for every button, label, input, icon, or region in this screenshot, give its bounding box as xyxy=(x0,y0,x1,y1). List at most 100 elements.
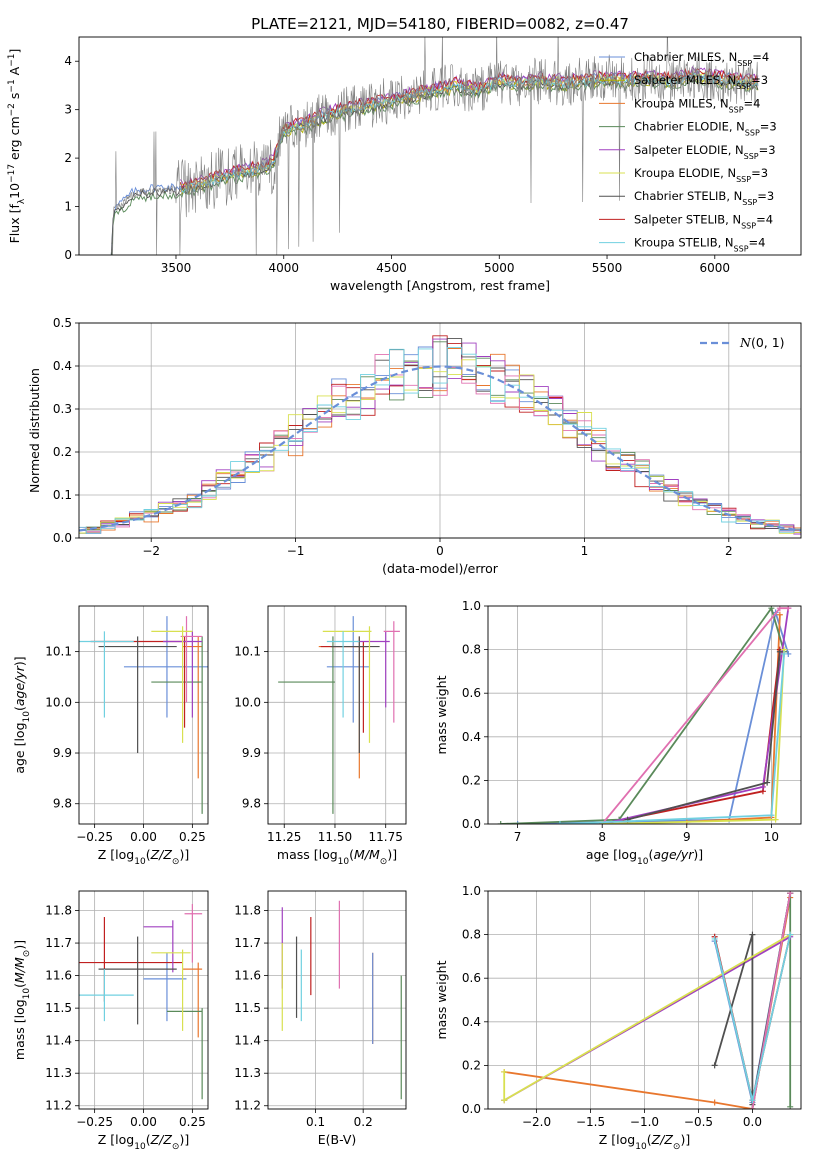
mass-weight-marker xyxy=(772,816,779,823)
legend-label-8: Salpeter STELIB, NSSP=4 xyxy=(634,212,773,230)
legend-label-normal: N(0, 1) xyxy=(739,335,785,350)
mass_weight_vs_age-xlabel-part: )] xyxy=(693,847,703,862)
mass-weight-marker xyxy=(711,1099,718,1106)
spectrum-xtick-label: 5500 xyxy=(592,261,623,275)
mass_vs_Z-ytick-label: 11.6 xyxy=(45,969,72,983)
age_vs_Z-ylabel-part: )] xyxy=(12,656,27,666)
mass-weight-marker xyxy=(759,783,766,790)
legend-label-value: =4 xyxy=(756,212,773,226)
mass_vs_Z-xlabel-part: ⊙ xyxy=(172,1142,180,1152)
mass_vs_Z-xlabel-part: Z/Z xyxy=(150,1132,173,1147)
spectrum-ytick-label: 0 xyxy=(64,248,72,262)
legend-label-7: Chabrier STELIB, NSSP=3 xyxy=(634,189,774,207)
mass_weight_vs_Z-xlabel-part: ( xyxy=(647,1132,652,1147)
residuals-frame xyxy=(78,322,802,539)
residuals-xtick-label: −1 xyxy=(287,544,305,558)
mass_vs_Z-xlabel: Z [log10(Z/Z⊙)] xyxy=(98,1132,189,1152)
mass-weight-marker xyxy=(776,648,783,655)
legend-label-text: Kroupa MILES, N xyxy=(634,96,729,110)
mass_weight_vs_age-xtick-label: 10 xyxy=(764,830,779,844)
age_vs_Z-xlabel: Z [log10(Z/Z⊙)] xyxy=(98,847,189,867)
legend-label-text: Kroupa ELODIE, N xyxy=(634,166,736,180)
age_vs_mass-ytick-label: 9.9 xyxy=(242,746,261,760)
mass_weight_vs_age-ytick-label: 0.4 xyxy=(462,730,481,744)
legend-label-sub: SSP xyxy=(745,128,760,137)
mass_vs_Z-xtick-label: 0.00 xyxy=(130,1115,157,1129)
age_vs_Z-xlabel-part: 10 xyxy=(134,857,146,867)
mass_weight_vs_Z-xlabel-part: 10 xyxy=(635,1142,647,1152)
chart-layer: 3500 4000 4500 5000 5500 6000 0 1 2 3 4 wavelength … xyxy=(7,36,802,1152)
spectrum-xtick-label: 6000 xyxy=(700,261,731,275)
mass_vs_Z-xtick-label: −0.25 xyxy=(76,1115,113,1129)
mass_vs_ebv-ytick-label: 11.4 xyxy=(234,1034,261,1048)
age_vs_mass-ytick-label: 10.0 xyxy=(234,695,261,709)
mass_vs_Z-ylabel-part: M/M xyxy=(12,957,27,983)
mass_weight_vs_Z-ytick-label: 0.2 xyxy=(462,1058,481,1072)
mass-weight-marker xyxy=(501,1097,508,1104)
legend-label-text: Chabrier STELIB, N xyxy=(634,189,742,203)
mass_weight_vs_age-ytick-label: 0.8 xyxy=(462,643,481,657)
spectrum-ylabel-part: erg cm xyxy=(7,116,22,164)
mass_vs_ebv-grid xyxy=(268,891,406,1109)
age_vs_Z-plot-area xyxy=(79,616,208,814)
residuals-ytick-label: 0.3 xyxy=(53,402,72,416)
residuals-ytick-label: 0.0 xyxy=(53,531,72,545)
mass_weight_vs_age-ytick-label: 0.0 xyxy=(462,817,481,831)
age_vs_Z-panel: −0.25 0.00 0.259.89.910.010.1Z [log10(Z/Z⊙… xyxy=(12,605,209,867)
legend-normal-symbol: N xyxy=(739,335,752,350)
mass-weight-marker xyxy=(776,611,783,618)
legend-label-text: Kroupa STELIB, N xyxy=(634,236,734,250)
mass_weight_vs_Z-xlabel-part: )] xyxy=(680,1132,690,1147)
spectrum-ytick-label: 2 xyxy=(64,151,72,165)
age_vs_mass-xlabel-part: 10 xyxy=(338,857,350,867)
mass_vs_Z-ytick-label: 11.8 xyxy=(45,904,72,918)
mass-weight-marker xyxy=(514,821,521,824)
legend-label-value: =3 xyxy=(757,189,774,203)
spectrum-xtick-label: 3500 xyxy=(161,261,192,275)
mass-weight-marker xyxy=(749,1106,756,1109)
legend-label-1: Chabrier MILES, NSSP=4 xyxy=(634,50,769,68)
spectrum-frame xyxy=(78,36,802,256)
age_vs_Z-ylabel-part: ( xyxy=(12,706,27,711)
age_vs_Z-xtick-label: 0.00 xyxy=(130,830,157,844)
spectrum-ylabel-part: −1 xyxy=(7,79,17,92)
mass_weight_vs_age-xlabel-part: ( xyxy=(648,847,653,862)
mass_weight_vs_age-ytick-label: 1.0 xyxy=(462,599,481,613)
mass_vs_Z-ylabel-part: )] xyxy=(12,940,27,950)
mass_vs_ebv-xlabel-part: E(B-V) xyxy=(318,1132,357,1147)
spectrum-ylabel: Flux [fλ10−17 erg cm−2 s−1 A−1] xyxy=(7,49,27,244)
spectrum-ylabel-part: A xyxy=(7,66,22,79)
age_vs_Z-xtick-label: 0.25 xyxy=(179,830,206,844)
legend-label-value: =4 xyxy=(744,96,761,110)
spectrum-xlabel-part: wavelength [Angstrom, rest frame] xyxy=(330,278,550,293)
legend-label-text: Salpeter ELODIE, N xyxy=(634,143,744,157)
mass_vs_Z-ylabel-part: ⊙ xyxy=(22,950,32,958)
age_vs_Z-ytick-label: 10.1 xyxy=(45,645,72,659)
mass_weight_vs_age-xlabel-part: 10 xyxy=(637,857,649,867)
mass_weight_vs_age-ylabel-part: mass weight xyxy=(434,675,449,754)
mass_weight_vs_Z-xtick-label: 0.0 xyxy=(743,1115,762,1129)
mass_weight_vs_Z-xtick-label: −1.5 xyxy=(576,1115,605,1129)
mass_vs_Z-ytick-label: 11.7 xyxy=(45,936,72,950)
residuals-panel: −2 −1 0 1 2 0.0 0.1 0.2 0.3 0.4 0.5 (data-model)/er… xyxy=(27,316,802,576)
residuals-ytick-label: 0.5 xyxy=(53,316,72,330)
legend-label-6: Kroupa ELODIE, NSSP=3 xyxy=(634,166,768,184)
mass_weight_vs_age-ytick-label: 0.2 xyxy=(462,773,481,787)
mass_vs_Z-frame xyxy=(78,890,209,1110)
mass_vs_Z-panel: −0.25 0.00 0.25 11.2 11.3 11.4 11.5 11.6 11.7 11.… xyxy=(12,890,209,1152)
age_vs_Z-frame xyxy=(78,605,209,825)
residuals-ytick-label: 0.4 xyxy=(53,359,72,373)
mass_vs_Z-xlabel-part: Z [log xyxy=(98,1132,134,1147)
spectrum-ylabel-part: Flux [f xyxy=(7,204,22,244)
mass_vs_Z-ylabel-part: mass [log xyxy=(12,999,27,1060)
residuals-xlabel: (data-model)/error xyxy=(382,561,499,576)
age_vs_Z-ylabel-part: 10 xyxy=(22,711,32,723)
legend-label-sub: SSP xyxy=(729,105,744,114)
spectrum-panel: 3500 4000 4500 5000 5500 6000 0 1 2 3 4 wavelength … xyxy=(7,36,802,293)
residual-histogram-8 xyxy=(79,359,801,534)
spectrum-ytick-label: 4 xyxy=(64,54,72,68)
mass-weight-marker xyxy=(749,1097,756,1104)
age_vs_mass-plot-area xyxy=(278,616,400,814)
mass_vs_ebv-ytick-label: 11.7 xyxy=(234,936,261,950)
mass-weight-marker xyxy=(781,650,788,657)
